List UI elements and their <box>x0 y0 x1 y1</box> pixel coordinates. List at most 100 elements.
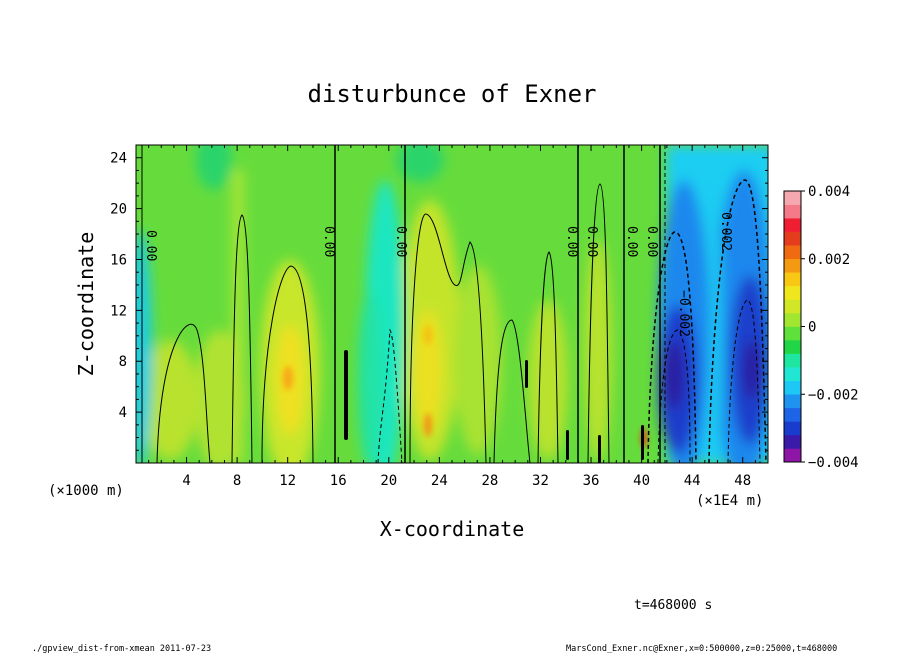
field-positive-core <box>142 340 198 460</box>
x-tick-label: 40 <box>633 473 650 489</box>
contour-label: −0.002 <box>676 290 691 337</box>
colorbar-swatch <box>784 340 801 354</box>
y-tick-label: 24 <box>110 151 127 167</box>
contour-fragment <box>525 360 528 388</box>
x-units-right: (×1E4 m) <box>696 493 763 509</box>
field-negative-strip <box>136 230 152 463</box>
colorbar-swatch <box>784 367 801 381</box>
colorbar-swatch <box>784 394 801 409</box>
contour-label: 0.00 <box>564 226 579 257</box>
colorbar-swatch <box>784 258 801 273</box>
field-hot-spot <box>424 413 432 437</box>
heatmap: 0.00 0.00 0.00 0.00 0.00 0.00 0.00 0.002… <box>136 145 768 463</box>
colorbar-swatch <box>784 231 801 246</box>
contour-line <box>493 319 531 463</box>
time-stamp: t=468000 s <box>634 598 712 613</box>
y-tick-label: 16 <box>110 252 127 268</box>
colorbar-swatch <box>784 421 801 436</box>
field-positive-core <box>528 300 568 460</box>
contour-line <box>647 231 697 463</box>
x-tick-label: 16 <box>330 473 347 489</box>
x-tick-label: 32 <box>532 473 549 489</box>
colorbar-tick-label: −0.002 <box>808 387 859 403</box>
x-tick-label: 8 <box>233 473 241 489</box>
field-negative-core <box>664 340 684 410</box>
contour-line <box>156 323 211 463</box>
y-tick-label: 20 <box>110 202 127 218</box>
colorbar-swatch <box>784 204 801 219</box>
colorbar-tick-label: 0.004 <box>808 184 850 200</box>
field-near-zero <box>396 145 444 182</box>
contour-label: 0.00 <box>321 226 336 257</box>
contour-line <box>261 265 314 463</box>
x-tick-label: 36 <box>583 473 600 489</box>
contour-fragment <box>566 430 569 460</box>
contour-fragment <box>344 350 348 440</box>
colorbar-tick-label: 0.002 <box>808 252 850 268</box>
field-positive-core <box>194 330 246 463</box>
contour-line <box>377 328 403 463</box>
field-hot-spot <box>424 325 432 345</box>
contour-line <box>231 214 253 463</box>
colorbar-swatch <box>784 218 801 232</box>
contour-fragments <box>344 350 644 463</box>
field-near-zero <box>196 145 232 190</box>
contour-line <box>727 299 761 463</box>
colorbar-swatch <box>784 448 801 463</box>
contour-fragment <box>598 435 601 463</box>
field-hot-spot <box>283 366 293 390</box>
heatmap-fields <box>136 145 768 463</box>
colorbar: 0.004 0.002 0 −0.002 −0.004 <box>783 184 859 471</box>
contour-line <box>587 183 610 463</box>
y-tick-label: 12 <box>110 303 127 319</box>
colorbar-swatch <box>784 312 801 327</box>
contour-label: 0.00 <box>393 226 408 257</box>
field-positive-core <box>414 310 442 430</box>
contour-line <box>409 213 487 463</box>
x-tick-label: 12 <box>279 473 296 489</box>
colorbar-swatch <box>784 407 801 422</box>
x-tick-label: 28 <box>481 473 498 489</box>
field-negative-strip <box>358 290 382 463</box>
chart-title: disturbunce of Exner <box>308 80 597 108</box>
contours-negative <box>377 145 767 463</box>
file-info: MarsCond_Exner.nc@Exner,x=0:500000,z=0:2… <box>566 644 837 654</box>
colorbar-swatch <box>784 272 801 287</box>
contours-zero <box>141 145 661 463</box>
contour-label: 0.002 <box>718 212 733 251</box>
y-axis-title: Z-coordinate <box>74 232 98 377</box>
contour-label: 0.00 <box>143 230 158 261</box>
contour-label: 0.00 <box>584 226 599 257</box>
colorbar-swatch <box>784 353 801 368</box>
field-negative-core <box>743 340 761 400</box>
contour-label: 0.00 <box>624 226 639 257</box>
y-tick-label: 8 <box>119 354 127 370</box>
colorbar-swatch <box>784 191 801 205</box>
colorbar-tick-label: 0 <box>808 320 816 336</box>
x-tick-label: 44 <box>684 473 701 489</box>
colorbar-swatch <box>784 326 801 341</box>
x-tick-label: 20 <box>380 473 397 489</box>
contour-line <box>537 251 559 463</box>
plot-area: 0.00 0.00 0.00 0.00 0.00 0.00 0.00 0.002… <box>135 144 769 464</box>
x-tick-label: 24 <box>431 473 448 489</box>
script-info: ./gpview_dist-from-xmean 2011-07-23 <box>32 644 211 654</box>
contour-labels: 0.00 0.00 0.00 0.00 0.00 0.00 0.00 0.002… <box>143 212 733 337</box>
x-tick-label: 48 <box>734 473 751 489</box>
contour-label: 0.00 <box>644 226 659 257</box>
y-tick-label: 4 <box>119 405 127 421</box>
colorbar-swatch <box>784 380 801 395</box>
contour-line <box>708 179 767 463</box>
colorbar-swatch <box>784 285 801 300</box>
colorbar-swatch <box>784 434 801 449</box>
colorbar-swatch <box>784 245 801 260</box>
x-units-left: (×1000 m) <box>48 483 124 499</box>
contour-fragment <box>641 425 644 460</box>
x-tick-label: 4 <box>182 473 190 489</box>
colorbar-tick-label: −0.004 <box>808 455 859 471</box>
x-axis-title: X-coordinate <box>380 517 525 541</box>
colorbar-swatch <box>784 299 801 314</box>
